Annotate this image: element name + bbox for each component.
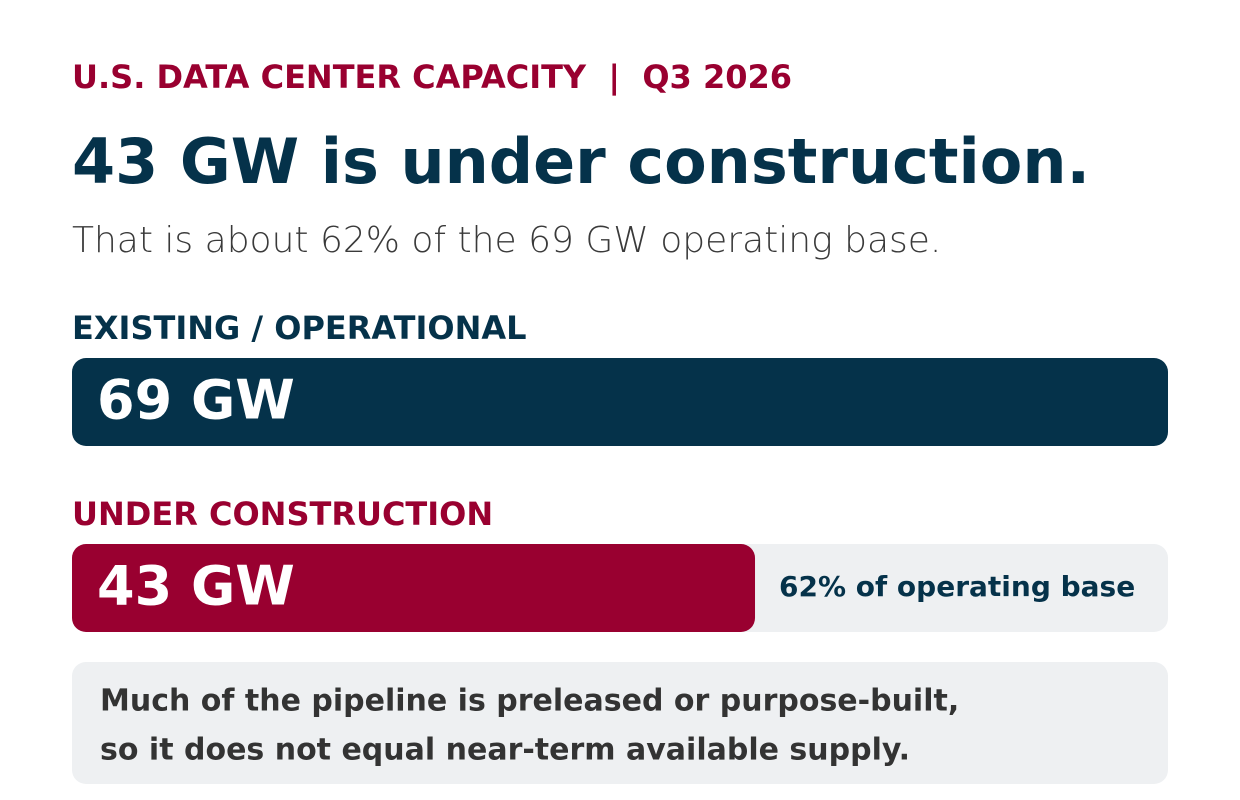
value-label: 69 GW [97, 369, 295, 432]
kicker: U.S. DATA CENTER CAPACITY | Q3 2026 [72, 58, 792, 97]
bar [72, 544, 756, 632]
category-label: UNDER CONSTRUCTION [72, 495, 493, 533]
category-label: EXISTING / OPERATIONAL [72, 309, 527, 347]
value-label: 43 GW [97, 555, 295, 618]
note-box [72, 662, 1168, 784]
note-line: so it does not equal near-term available… [100, 733, 910, 768]
note-line: Much of the pipeline is preleased or pur… [100, 684, 959, 719]
bar [72, 358, 1168, 446]
bar-annotation: 62% of operating base [779, 570, 1135, 603]
chart-title: 43 GW is under construction. [72, 125, 1090, 198]
subtitle: That is about 62% of the 69 GW operating… [72, 220, 941, 261]
